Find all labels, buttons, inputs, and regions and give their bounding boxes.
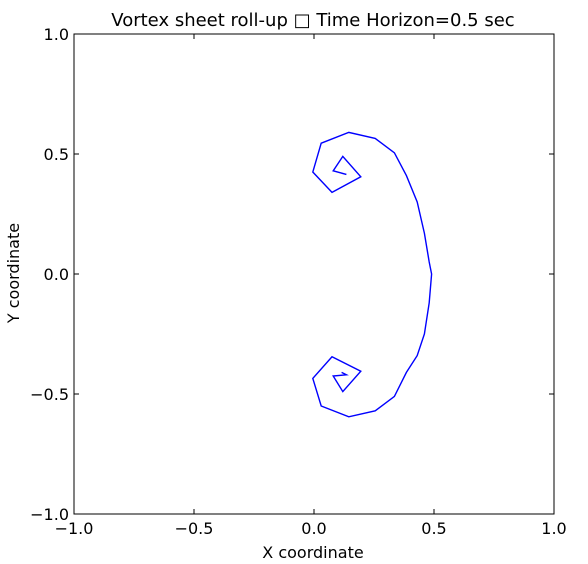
x-tick-label: −0.5: [175, 519, 214, 538]
x-tick-label: 1.0: [541, 519, 566, 538]
x-tick-label: −1.0: [55, 519, 94, 538]
plot-area: −1.0 −0.5 0.0 0.5 1.0 −1.0 −0.5 0.0 0.5 1.0: [30, 25, 567, 538]
chart-title: Vortex sheet roll-up □ Time Horizon=0.5 …: [111, 10, 514, 31]
y-tick-label: 0.0: [44, 265, 69, 284]
y-tick-label: 1.0: [44, 25, 69, 44]
y-tick-label: −0.5: [30, 385, 69, 404]
x-tick-label: 0.0: [301, 519, 326, 538]
y-axis-label: Y coordinate: [4, 223, 23, 324]
y-tick-label: −1.0: [30, 505, 69, 524]
series-line-0: [312, 131, 433, 418]
x-tick-label: 0.5: [421, 519, 446, 538]
plot-frame: [73, 33, 555, 515]
x-axis-label: X coordinate: [262, 543, 363, 562]
y-tick-label: 0.5: [44, 145, 69, 164]
